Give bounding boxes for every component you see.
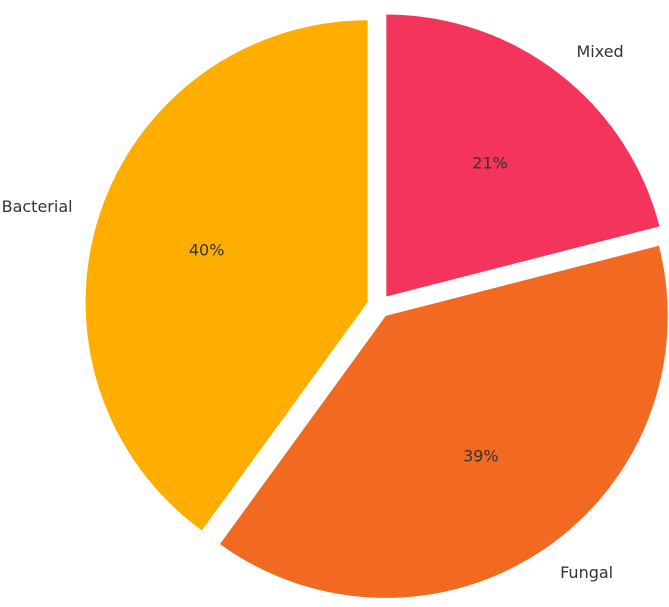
pie-category-label-mixed: Mixed — [576, 42, 623, 61]
pie-slice-mixed — [386, 14, 660, 297]
pie-slice-bacterial — [85, 20, 368, 531]
pie-category-label-fungal: Fungal — [560, 563, 613, 582]
pie-percent-label-bacterial: 40% — [189, 241, 225, 260]
pie-percent-label-mixed: 21% — [472, 153, 508, 172]
pie-slice-fungal — [219, 245, 668, 598]
pie-percent-label-fungal: 39% — [463, 446, 499, 465]
slices-layer — [85, 14, 668, 598]
labels-layer: 21% Mixed 39% Fungal 40% Bacterial — [2, 42, 624, 582]
pie-category-label-bacterial: Bacterial — [2, 197, 73, 216]
